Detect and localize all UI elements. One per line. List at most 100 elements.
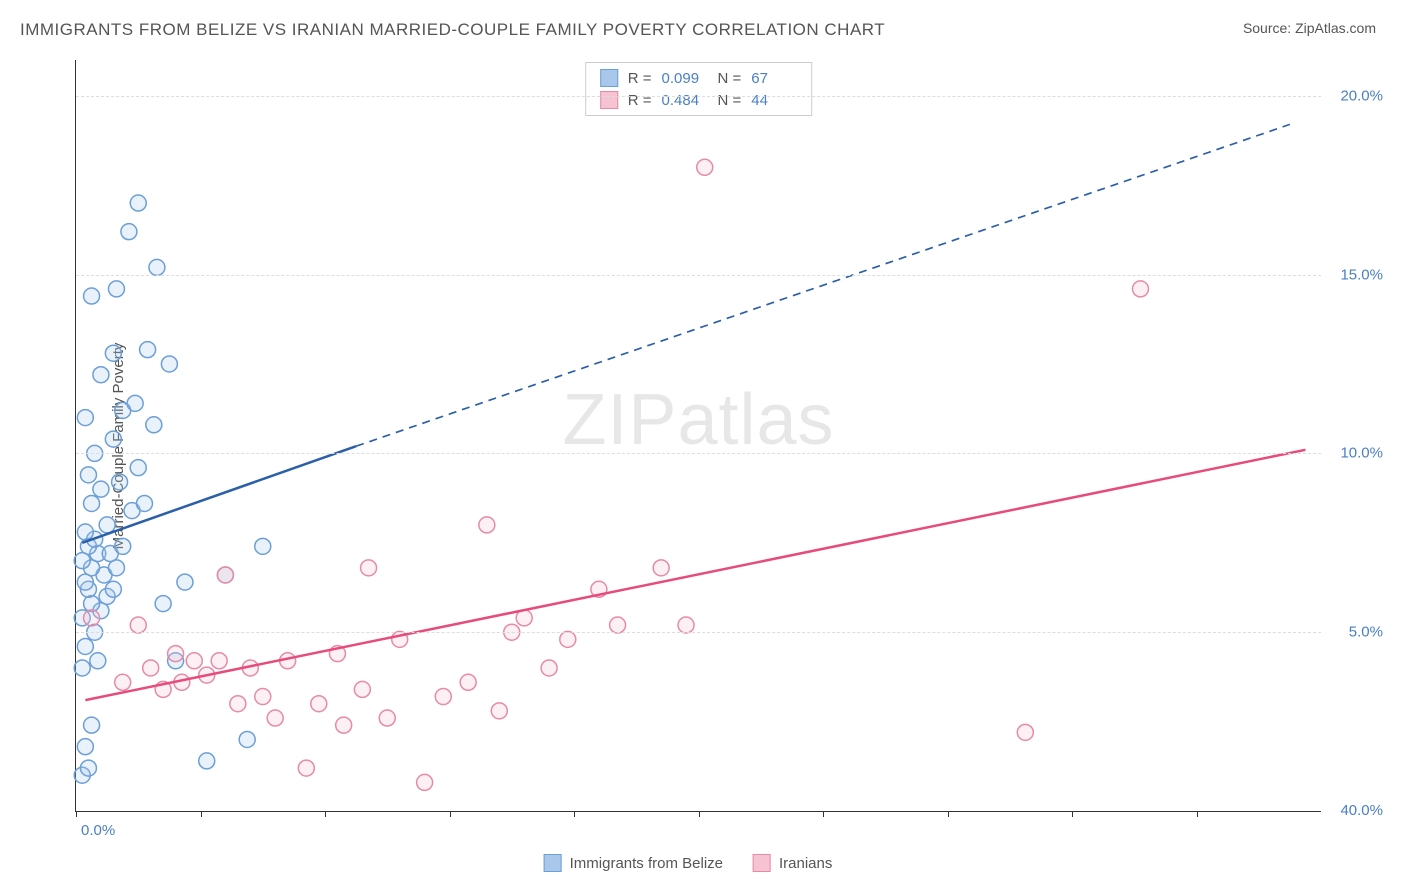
data-point [298,760,314,776]
stats-legend-box: R = 0.099 N = 67 R = 0.484 N = 44 [585,62,813,116]
y-tick-label: 15.0% [1340,266,1383,283]
gridline [76,453,1321,454]
data-point [610,617,626,633]
legend-label-1: Immigrants from Belize [570,855,723,872]
x-tick [823,811,824,817]
data-point [336,717,352,733]
stat-n-value-2: 44 [751,92,797,109]
gridline [76,275,1321,276]
x-tick [325,811,326,817]
data-point [115,538,131,554]
data-point [84,717,100,733]
data-point [491,703,507,719]
data-point [121,224,137,240]
stat-n-value-1: 67 [751,70,797,87]
stats-row-series1: R = 0.099 N = 67 [600,67,798,89]
data-point [130,195,146,211]
legend-swatch-1 [544,854,562,872]
data-point [77,410,93,426]
x-tick [76,811,77,817]
y-tick-label: 20.0% [1340,87,1383,104]
source-attribution: Source: ZipAtlas.com [1243,20,1376,36]
data-point [90,653,106,669]
stat-n-label: N = [718,70,742,87]
data-point [105,345,121,361]
legend-item-2: Iranians [753,854,832,872]
data-point [697,159,713,175]
legend-item-1: Immigrants from Belize [544,854,723,872]
data-point [460,674,476,690]
data-point [140,342,156,358]
data-point [177,574,193,590]
gridline [76,96,1321,97]
data-point [105,581,121,597]
trendline-solid [82,446,356,543]
data-point [84,495,100,511]
data-point [93,481,109,497]
data-point [361,560,377,576]
data-point [560,631,576,647]
scatter-chart: Married-Couple Family Poverty ZIPatlas R… [55,60,1321,832]
x-tick [1072,811,1073,817]
stats-row-series2: R = 0.484 N = 44 [600,89,798,111]
x-tick [1197,811,1198,817]
x-tick [574,811,575,817]
data-point [77,739,93,755]
data-point [80,467,96,483]
chart-svg [76,60,1321,811]
source-prefix: Source: [1243,20,1295,36]
x-tick [948,811,949,817]
legend-label-2: Iranians [779,855,832,872]
x-tick [450,811,451,817]
data-point [267,710,283,726]
y-tick-label: 5.0% [1349,624,1383,641]
data-point [84,610,100,626]
data-point [311,696,327,712]
plot-area: ZIPatlas R = 0.099 N = 67 R = 0.484 N = … [75,60,1321,812]
data-point [149,259,165,275]
y-tick-label: 10.0% [1340,445,1383,462]
data-point [84,288,100,304]
data-point [130,460,146,476]
chart-title: IMMIGRANTS FROM BELIZE VS IRANIAN MARRIE… [20,20,885,40]
data-point [653,560,669,576]
chart-header: IMMIGRANTS FROM BELIZE VS IRANIAN MARRIE… [0,0,1406,50]
data-point [77,638,93,654]
gridline [76,632,1321,633]
swatch-series2 [600,91,618,109]
bottom-legend: Immigrants from Belize Iranians [544,854,833,872]
data-point [417,774,433,790]
data-point [217,567,233,583]
x-tick [201,811,202,817]
stat-r-value-2: 0.484 [662,92,708,109]
data-point [93,367,109,383]
data-point [115,674,131,690]
trendline-dashed [356,124,1290,446]
legend-swatch-2 [753,854,771,872]
data-point [541,660,557,676]
data-point [136,495,152,511]
data-point [143,660,159,676]
data-point [379,710,395,726]
stat-r-label: R = [628,92,652,109]
data-point [99,517,115,533]
x-origin-label: 0.0% [81,822,115,839]
source-name: ZipAtlas.com [1295,20,1376,36]
data-point [130,617,146,633]
data-point [186,653,202,669]
data-point [77,524,93,540]
data-point [168,646,184,662]
data-point [146,417,162,433]
swatch-series1 [600,69,618,87]
data-point [211,653,227,669]
x-tick [699,811,700,817]
x-max-label: 40.0% [1340,802,1383,819]
stat-n-label: N = [718,92,742,109]
data-point [127,395,143,411]
data-point [74,660,90,676]
data-point [255,689,271,705]
data-point [80,760,96,776]
stat-r-value-1: 0.099 [662,70,708,87]
data-point [161,356,177,372]
trendline-solid [85,450,1305,700]
